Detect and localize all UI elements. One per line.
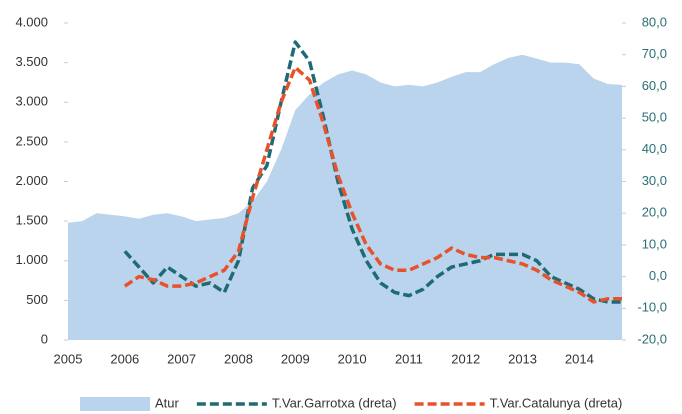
y2-tick-label: 80,0 — [642, 14, 667, 29]
y-tick-label: 1.500 — [15, 213, 48, 228]
y-tick-label: 3.500 — [15, 54, 48, 69]
x-tick-label: 2012 — [451, 351, 480, 366]
y2-tick-label: 70,0 — [642, 46, 667, 61]
legend-label: T.Var.Catalunya (dreta) — [490, 395, 623, 410]
y2-tick-label: 40,0 — [642, 141, 667, 156]
y-tick-label: 3.000 — [15, 94, 48, 109]
y2-tick-label: -10,0 — [637, 300, 667, 315]
legend-label: Atur — [155, 395, 180, 410]
y2-tick-label: 60,0 — [642, 78, 667, 93]
x-tick-label: 2011 — [395, 351, 423, 366]
y-tick-label: 2.500 — [15, 133, 48, 148]
legend-label: T.Var.Garrotxa (dreta) — [272, 395, 397, 410]
line — [123, 65, 622, 304]
x-tick-label: 2007 — [167, 351, 196, 366]
y2-tick-label: 20,0 — [642, 205, 667, 220]
area — [68, 54, 622, 340]
x-tick-label: 2009 — [281, 351, 310, 366]
x-tick-label: 2006 — [110, 351, 139, 366]
y2-tick-label: 10,0 — [642, 236, 667, 251]
x-tick-label: 2010 — [338, 351, 367, 366]
x-tick-label: 2005 — [54, 351, 83, 366]
x-tick-label: 2014 — [565, 351, 594, 366]
y-tick-label: 4.000 — [15, 14, 48, 29]
y-tick-label: 2.000 — [15, 173, 48, 188]
line — [123, 40, 622, 304]
y2-tick-label: -20,0 — [637, 331, 667, 346]
y2-tick-label: 0,0 — [649, 268, 667, 283]
y-tick-label: 1.000 — [15, 252, 48, 267]
x-tick-label: 2008 — [224, 351, 253, 366]
legend-swatch — [80, 397, 150, 411]
x-tick-label: 2013 — [508, 351, 537, 366]
y2-tick-label: 30,0 — [642, 173, 667, 188]
y2-tick-label: 50,0 — [642, 110, 667, 125]
y-tick-label: 500 — [26, 292, 48, 307]
y-tick-label: 0 — [41, 331, 48, 346]
